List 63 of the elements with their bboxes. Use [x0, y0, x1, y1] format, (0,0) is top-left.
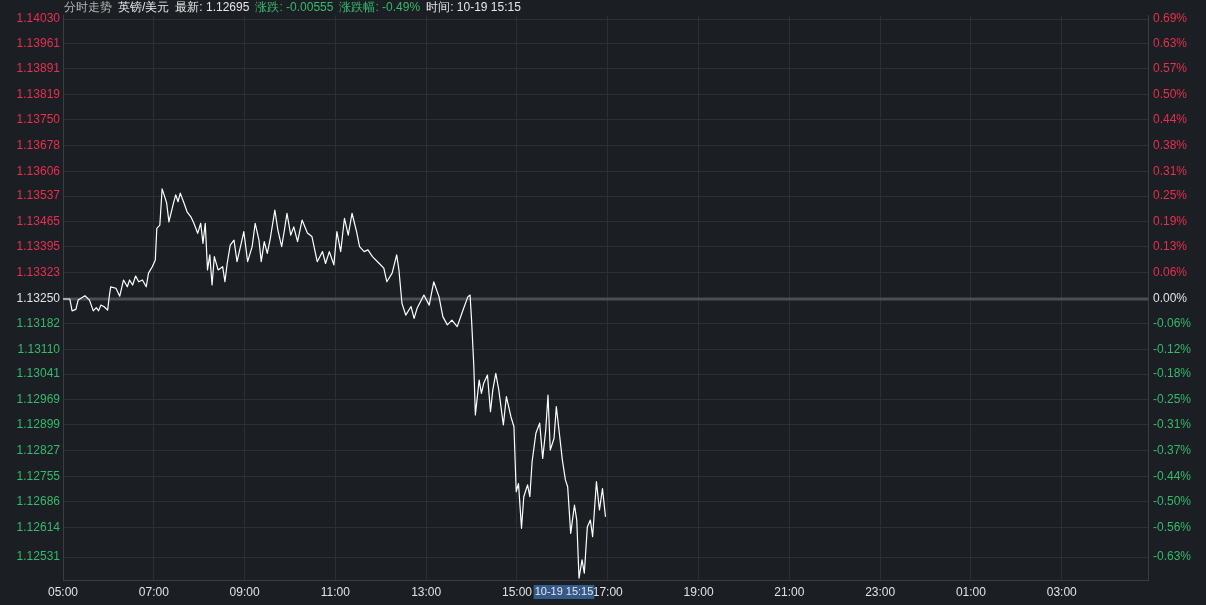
- x-tick-label: 03:00: [1046, 584, 1078, 599]
- chart-subtitle: 英镑/美元: [118, 0, 170, 14]
- y-tick-label: 1.12755: [16, 468, 61, 483]
- text: 10-19 15:15: [534, 585, 594, 598]
- y-tick-label: 1.12899: [16, 417, 61, 432]
- x-tick-label: 17:00: [592, 584, 624, 599]
- text: 涨跌幅: -0.49%: [339, 0, 421, 14]
- y2-tick-label: -0.63%: [1153, 549, 1192, 564]
- y2-tick-label: 0.06%: [1153, 265, 1188, 280]
- x-tick-label: 11:00: [320, 584, 351, 599]
- y-tick-label: 1.13182: [16, 315, 61, 330]
- y2-tick-label: 0.13%: [1153, 239, 1188, 254]
- x-tick-label: 09:00: [229, 584, 260, 599]
- y-tick-label: 1.13819: [16, 87, 61, 102]
- y2-tick-label: -0.12%: [1153, 341, 1192, 356]
- y2-tick-label: -0.50%: [1153, 493, 1192, 508]
- y-tick-label: 1.13678: [16, 137, 61, 152]
- y-tick-label: 1.12531: [16, 549, 61, 564]
- y2-tick-label: -0.37%: [1153, 443, 1192, 458]
- y-tick-label: 1.13750: [16, 111, 61, 126]
- y2-tick-label: -0.06%: [1153, 315, 1192, 330]
- text: 时间: 10-19 15:15: [426, 0, 521, 14]
- y-tick-label: 1.13323: [16, 265, 61, 280]
- y2-tick-label: 0.57%: [1153, 61, 1188, 76]
- x-tick-label: 07:00: [138, 584, 170, 599]
- text: 涨跌: -0.00555: [255, 0, 334, 14]
- x-tick-label: 01:00: [955, 584, 987, 599]
- text: 最新: 1.12695: [175, 0, 250, 14]
- y-tick-label: 1.13250: [16, 291, 61, 306]
- y-tick-label: 1.13537: [16, 188, 61, 203]
- x-tick-label: 21:00: [774, 584, 805, 599]
- y-tick-label: 1.12614: [16, 519, 61, 534]
- x-tick-label: 05:00: [47, 584, 79, 599]
- y2-tick-label: -0.56%: [1153, 519, 1192, 534]
- x-tick-label: 13:00: [411, 584, 442, 599]
- y2-tick-label: -0.31%: [1153, 417, 1192, 432]
- y-tick-label: 1.12969: [16, 392, 61, 407]
- y-tick-label: 1.14030: [16, 11, 61, 26]
- y2-tick-label: 0.00%: [1153, 291, 1188, 306]
- y2-tick-label: 0.44%: [1153, 111, 1188, 126]
- y2-tick-label: 0.31%: [1153, 163, 1188, 178]
- y-tick-label: 1.13110: [17, 341, 61, 356]
- y2-tick-label: 0.38%: [1153, 137, 1188, 152]
- y-tick-label: 1.13606: [16, 163, 61, 178]
- y-tick-label: 1.13465: [16, 214, 61, 229]
- y-tick-label: 1.13961: [16, 36, 61, 51]
- x-tick-label: 23:00: [865, 584, 896, 599]
- y-tick-label: 1.13395: [16, 239, 61, 254]
- y-tick-label: 1.12686: [16, 493, 61, 508]
- y2-tick-label: -0.44%: [1153, 468, 1192, 483]
- y2-tick-label: -0.18%: [1153, 366, 1192, 381]
- x-tick-label: 15:00: [501, 584, 533, 599]
- y-tick-label: 1.13041: [16, 366, 61, 381]
- y-tick-label: 1.13891: [16, 61, 61, 76]
- y2-tick-label: 0.69%: [1153, 11, 1188, 26]
- x-tick-label: 19:00: [683, 584, 714, 599]
- y2-tick-label: 0.19%: [1153, 214, 1188, 229]
- y-tick-label: 1.12827: [16, 443, 61, 458]
- y2-tick-label: 0.25%: [1153, 188, 1188, 203]
- y2-tick-label: -0.25%: [1153, 392, 1192, 407]
- chart-title: 分时走势: [64, 0, 112, 14]
- y2-tick-label: 0.50%: [1153, 87, 1188, 102]
- y2-tick-label: 0.63%: [1153, 36, 1188, 51]
